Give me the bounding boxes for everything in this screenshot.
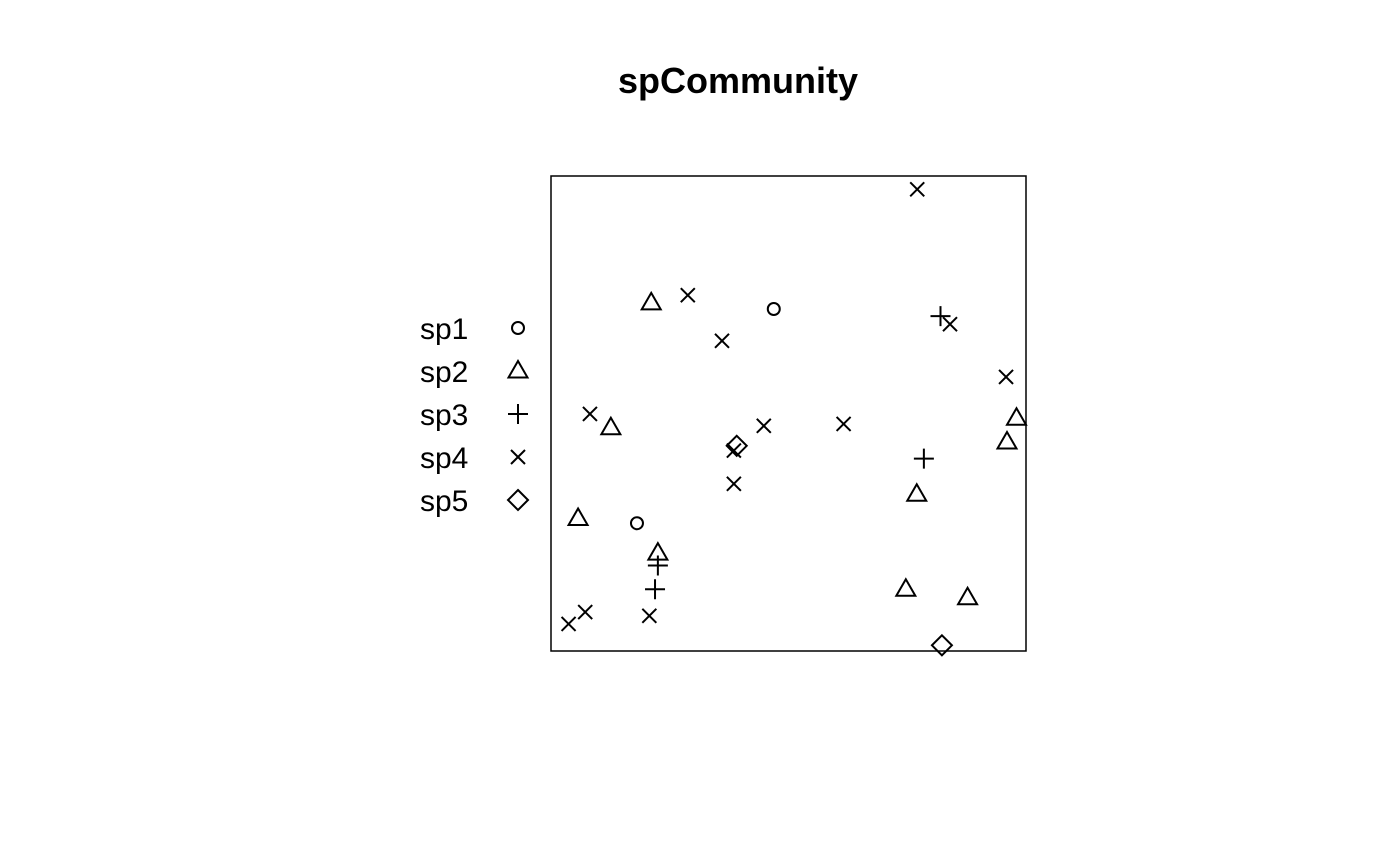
point-sp2-triangle-3 [566,506,590,526]
point-sp4-x-7 [756,418,772,434]
point-sp4-x-8 [835,416,852,432]
point-sp4-x-9 [726,442,742,459]
point-sp4-x-10 [726,476,742,492]
point-sp5-diamond-2 [930,633,954,657]
point-sp2-triangle-2 [599,415,623,436]
legend-label-sp3: sp3 [420,399,468,432]
point-sp3-plus-4 [645,579,666,600]
legend-marker-sp3-plus-icon [508,404,528,424]
point-sp4-x-12 [560,616,577,632]
plot-area-box [550,175,1027,652]
legend-marker-sp1-circle-icon [511,321,525,335]
legend: sp1 sp2 sp3 sp4 sp5 [420,313,530,518]
point-sp4-x-4 [942,316,958,332]
point-sp5-diamond-1 [725,434,749,458]
point-sp3-plus-1 [930,306,951,327]
legend-marker-sp4-x-icon [510,449,526,465]
point-sp2-triangle-5 [905,482,928,502]
chart-title: spCommunity [618,60,858,101]
point-sp2-triangle-6 [995,429,1019,450]
legend-label-sp1: sp1 [420,313,468,346]
point-sp3-plus-3 [647,555,668,576]
point-sp4-x-3 [714,333,730,349]
point-sp4-x-2 [680,287,696,303]
point-sp2-triangle-9 [956,585,979,606]
point-sp4-x-5 [998,369,1014,385]
point-sp4-x-11 [577,604,593,620]
point-sp3-plus-2 [913,448,934,469]
point-sp1-circle-2 [629,516,644,531]
data-points [560,181,1028,657]
point-sp4-x-6 [582,406,598,422]
legend-label-sp5: sp5 [420,485,468,518]
point-sp2-triangle-1 [639,290,663,311]
legend-label-sp4: sp4 [420,442,468,475]
point-sp2-triangle-8 [894,577,918,597]
point-sp1-circle-1 [766,302,781,316]
point-sp2-triangle-7 [1005,406,1028,426]
legend-marker-sp5-diamond-icon [506,488,530,512]
legend-label-sp2: sp2 [420,356,468,389]
point-sp4-x-13 [641,608,658,624]
point-sp4-x-1 [909,181,925,198]
legend-marker-sp2-triangle-icon [506,358,530,379]
